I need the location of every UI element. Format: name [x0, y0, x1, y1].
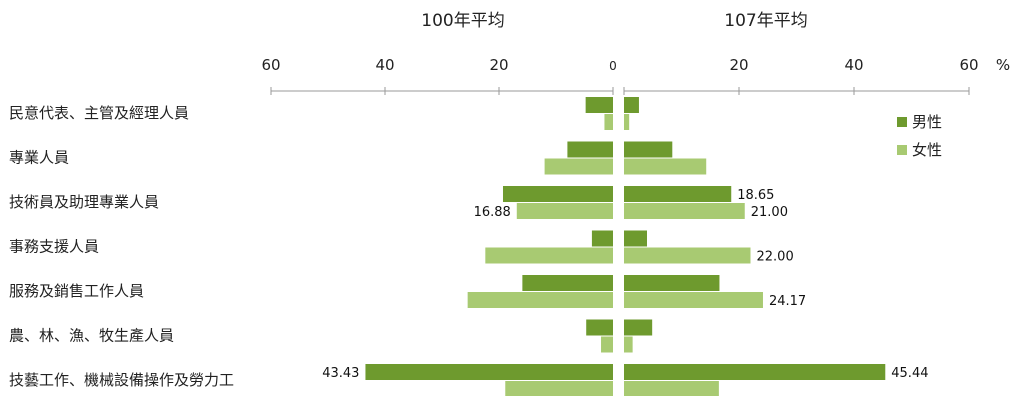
bar: [624, 186, 732, 202]
left-panel-title: 100年平均: [421, 11, 504, 31]
bar: [604, 114, 613, 130]
left-tick-label: 40: [375, 56, 394, 74]
right-tick-label: 60: [959, 56, 978, 74]
bar: [467, 292, 613, 308]
bar: [624, 292, 763, 308]
category-label: 事務支援人員: [9, 238, 99, 256]
data-label: 22.00: [757, 250, 794, 265]
category-label: 專業人員: [9, 149, 69, 167]
right-tick-label: 40: [844, 56, 863, 74]
data-label: 21.00: [751, 205, 788, 220]
legend-label: 女性: [912, 141, 942, 159]
category-label: 民意代表、主管及經理人員: [9, 104, 189, 122]
bar: [544, 158, 613, 175]
bar: [624, 203, 745, 219]
bar: [624, 247, 751, 264]
category-labels: 民意代表、主管及經理人員專業人員技術員及助理專業人員事務支援人員服務及銷售工作人…: [9, 104, 234, 389]
bar: [502, 186, 613, 202]
bar: [567, 141, 613, 158]
bar: [624, 141, 673, 158]
axis: 60 40 20 0 20 40 60%: [261, 56, 1010, 95]
bar: [624, 230, 647, 247]
bar: [505, 381, 613, 396]
bars: [365, 97, 886, 396]
legend-swatch: [897, 117, 907, 127]
right-tick-label: 20: [729, 56, 748, 74]
data-label: 43.43: [322, 366, 359, 381]
bar: [591, 230, 613, 247]
bar: [585, 97, 613, 113]
category-label: 服務及銷售工作人員: [9, 282, 144, 300]
bar: [586, 319, 613, 336]
category-label: 技術員及助理專業人員: [9, 193, 159, 211]
right-panel-title: 107年平均: [724, 11, 807, 31]
bar: [485, 247, 613, 264]
category-label: 農、林、漁、牧生產人員: [9, 327, 174, 345]
data-labels: 18.65 16.88 21.00 22.00 24.17 43.43 45.44: [322, 188, 928, 381]
left-tick-label: 60: [261, 56, 280, 74]
category-label: 技藝工作、機械設備操作及勞力工: [9, 371, 234, 389]
bar: [624, 158, 707, 175]
bar: [365, 364, 613, 380]
bar: [624, 364, 886, 380]
bar: [624, 381, 719, 396]
bar: [522, 275, 613, 291]
legend-label: 男性: [912, 113, 942, 131]
bar: [624, 336, 633, 353]
left-tick-label: 0: [609, 59, 617, 73]
bar: [624, 97, 639, 113]
bar: [624, 114, 630, 130]
bar: [516, 203, 613, 219]
data-label: 24.17: [769, 294, 806, 309]
left-tick-label: 20: [489, 56, 508, 74]
data-label: 18.65: [737, 188, 774, 203]
legend-swatch: [897, 145, 907, 155]
data-label: 45.44: [891, 366, 928, 381]
axis-unit-label: %: [996, 56, 1010, 74]
bar: [601, 336, 613, 353]
data-label: 16.88: [474, 205, 511, 220]
bar: [624, 319, 653, 336]
bar: [624, 275, 720, 291]
